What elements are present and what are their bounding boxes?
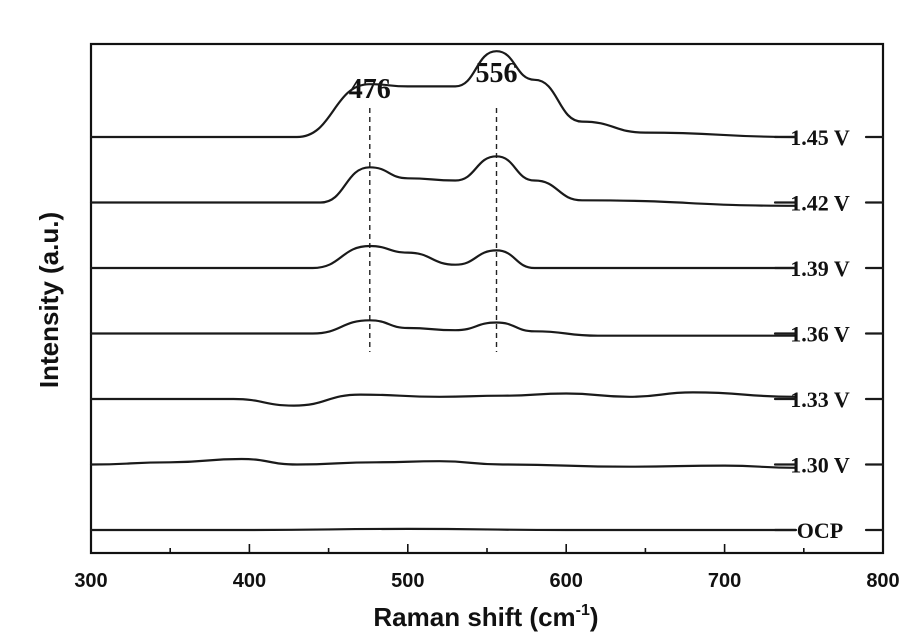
series-ocp: OCP xyxy=(91,518,883,543)
x-tick-label: 400 xyxy=(233,570,266,592)
series-line xyxy=(91,392,796,405)
series-line xyxy=(91,246,796,268)
x-axis-title-main: Raman shift (cm xyxy=(373,602,575,632)
plot-border xyxy=(91,44,883,553)
peak-label: 556 xyxy=(476,58,518,89)
x-axis-title-close: ) xyxy=(590,602,599,632)
series-label: 1.45 V xyxy=(790,125,850,150)
series-group: OCP 1.30 V 1.33 V 1.36 V 1.39 V 1.42 V 1.45 V xyxy=(91,51,883,543)
x-axis-title: Raman shift (cm-1) xyxy=(373,602,598,632)
series-label: 1.42 V xyxy=(790,191,850,216)
plot-frame xyxy=(91,44,883,553)
series-label: 1.33 V xyxy=(790,387,850,412)
x-tick-label: 700 xyxy=(708,570,741,592)
peak-label: 476 xyxy=(349,74,391,105)
x-tick-label: 300 xyxy=(74,570,107,592)
series-1-30-v: 1.30 V xyxy=(91,453,883,478)
x-tick-label: 800 xyxy=(866,570,899,592)
series-label: 1.36 V xyxy=(790,322,850,347)
series-line xyxy=(91,156,796,206)
y-axis-title: Intensity (a.u.) xyxy=(34,212,64,388)
series-line xyxy=(91,51,796,137)
peak-markers: 476 556 xyxy=(349,58,518,352)
series-1-33-v: 1.33 V xyxy=(91,387,883,412)
x-tick-label: 500 xyxy=(391,570,424,592)
x-axis-ticks: 300 400 500 600 700 800 xyxy=(74,544,899,592)
series-line xyxy=(91,320,796,335)
x-axis-title-sup: -1 xyxy=(576,602,590,619)
series-label: 1.39 V xyxy=(790,256,850,281)
series-line xyxy=(91,459,796,468)
series-label: OCP xyxy=(797,518,843,543)
series-1-39-v: 1.39 V xyxy=(91,246,883,281)
series-line xyxy=(91,529,796,530)
series-1-42-v: 1.42 V xyxy=(91,156,883,215)
x-tick-label: 600 xyxy=(550,570,583,592)
series-label: 1.30 V xyxy=(790,453,850,478)
series-1-36-v: 1.36 V xyxy=(91,320,883,346)
